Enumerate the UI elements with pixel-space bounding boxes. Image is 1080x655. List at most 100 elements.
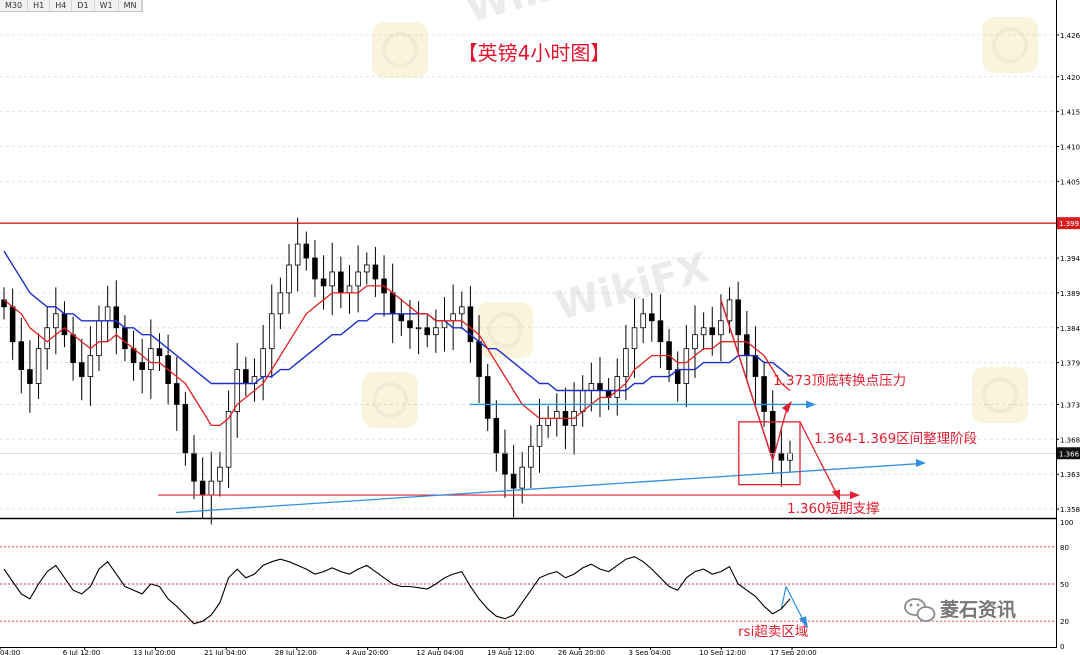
candle-body [173, 383, 180, 405]
candle-body [433, 327, 439, 336]
rsi-tick-label: 0 [1060, 643, 1064, 651]
price-tick-label: 1.358 [1060, 506, 1080, 514]
candle-body [536, 424, 543, 447]
candle-body [372, 264, 379, 280]
candle-body [27, 369, 33, 384]
candle-body [329, 271, 335, 287]
timeframe-bar: M30 H1 H4 D1 W1 MN [0, 0, 144, 12]
wikifx-logo-ring [487, 312, 523, 348]
candle-body [597, 383, 603, 391]
candle-body [649, 313, 655, 322]
timeframe-w1-button[interactable]: W1 [95, 0, 119, 11]
candle-body [502, 452, 508, 475]
candle-body [320, 278, 327, 287]
chart-title: 【英镑4小时图】 [458, 41, 611, 65]
price-tick-label: 1.373 [1060, 401, 1080, 409]
candle-body [9, 306, 16, 343]
rsi-tick-label: 20 [1060, 618, 1069, 626]
trendline-arrowhead [916, 459, 926, 468]
timeframe-h4-button[interactable]: H4 [50, 0, 73, 11]
price-tick-label: 1.379 [1060, 360, 1080, 368]
candle-body [277, 292, 284, 315]
candle-body [407, 320, 413, 329]
rsi-tick-label: 100 [1060, 519, 1073, 527]
candle-body [761, 376, 767, 412]
candle-body [467, 306, 474, 343]
candle-body [415, 327, 422, 330]
candle-body [234, 369, 240, 412]
candle-body [303, 243, 310, 259]
candle-body [338, 271, 344, 294]
candle-body [579, 390, 586, 412]
wikifx-logo-box [372, 22, 428, 78]
time-tick-label: 4 Aug 20:00 [346, 649, 389, 655]
wikifx-logo [477, 302, 533, 358]
time-tick-label: 04:00 [0, 649, 20, 655]
time-tick-label: 3 Sep 04:00 [629, 649, 671, 655]
price-tick-label: 1.368 [1060, 436, 1080, 444]
time-tick-label: 26 Aug 20:00 [558, 649, 605, 655]
candle-body [787, 452, 793, 461]
current-price-tag-label: 1.366 [1059, 450, 1080, 458]
decline-arrow-line [799, 421, 839, 497]
rsi-levels [0, 546, 1056, 629]
candle-body [35, 348, 42, 384]
time-axis-labels: 04:00 6 Jul 12:00 13 Jul 20:00 21 Jul 04:00… [0, 647, 817, 655]
rsi-up-arrow [780, 586, 787, 609]
support-arrowhead [850, 491, 860, 500]
price-tick-label: 1.405 [1060, 178, 1080, 186]
candle-body [769, 411, 776, 454]
wikifx-logo-ring [992, 27, 1028, 63]
rebound-arrowhead [782, 400, 792, 413]
candle-body [182, 404, 189, 454]
wikifx-logo [972, 367, 1028, 423]
time-tick-label: 17 Sep 20:00 [770, 649, 817, 655]
candle-body [683, 348, 690, 384]
timeframe-h1-button[interactable]: H1 [28, 0, 51, 11]
candle-body [148, 348, 154, 370]
candle-body [294, 243, 301, 266]
candle-body [709, 327, 716, 336]
candle-body [700, 327, 707, 336]
time-tick-label: 6 Jul 12:00 [63, 649, 101, 655]
price-tick-label: 1.384 [1060, 325, 1080, 333]
candle-body [459, 306, 465, 315]
wikifx-logo-box [362, 372, 418, 428]
candle-body [493, 417, 500, 454]
rsi-annotation: rsi超卖区域 [738, 624, 808, 640]
candle-body [260, 348, 266, 377]
candle-body [225, 411, 232, 468]
candle-body [208, 480, 215, 496]
candle-body [78, 362, 85, 377]
candle-body [484, 376, 491, 419]
candle-body [640, 313, 646, 329]
resistance-price-tag-label: 1.399 [1059, 220, 1079, 228]
wikifx-logo-box [477, 302, 533, 358]
candle-body [718, 320, 724, 336]
decline-arrowhead [832, 489, 840, 501]
current-price-tag [1057, 447, 1080, 460]
candle-body [735, 299, 741, 336]
rsi-arrowhead [799, 616, 808, 629]
candle-body [424, 327, 431, 336]
candle-body [104, 306, 111, 322]
candle-body [53, 313, 59, 329]
price-tick-label: 1.389 [1060, 290, 1080, 298]
timeframe-m30-button[interactable]: M30 [0, 0, 29, 11]
candle-body [744, 334, 750, 357]
candle-body [286, 264, 292, 294]
timeframe-mn-button[interactable]: MN [119, 0, 143, 11]
time-tick-label: 19 Aug 12:00 [487, 649, 534, 655]
brand-badge: 菱石资讯 [904, 598, 1016, 622]
wikifx-logo [982, 17, 1038, 73]
wikifx-logo-box [982, 17, 1038, 73]
wikifx-logo [362, 372, 418, 428]
candle-body [346, 285, 353, 294]
candle-body [778, 452, 785, 461]
candle-body [528, 445, 534, 468]
wikifx-logo-box [972, 367, 1028, 423]
price-axis-labels: 1.426 1.420 1.415 1.410 1.405 1.399 1.394 1.389… [1056, 32, 1080, 514]
timeframe-d1-button[interactable]: D1 [72, 0, 95, 11]
wikifx-logo-ring [982, 377, 1018, 413]
